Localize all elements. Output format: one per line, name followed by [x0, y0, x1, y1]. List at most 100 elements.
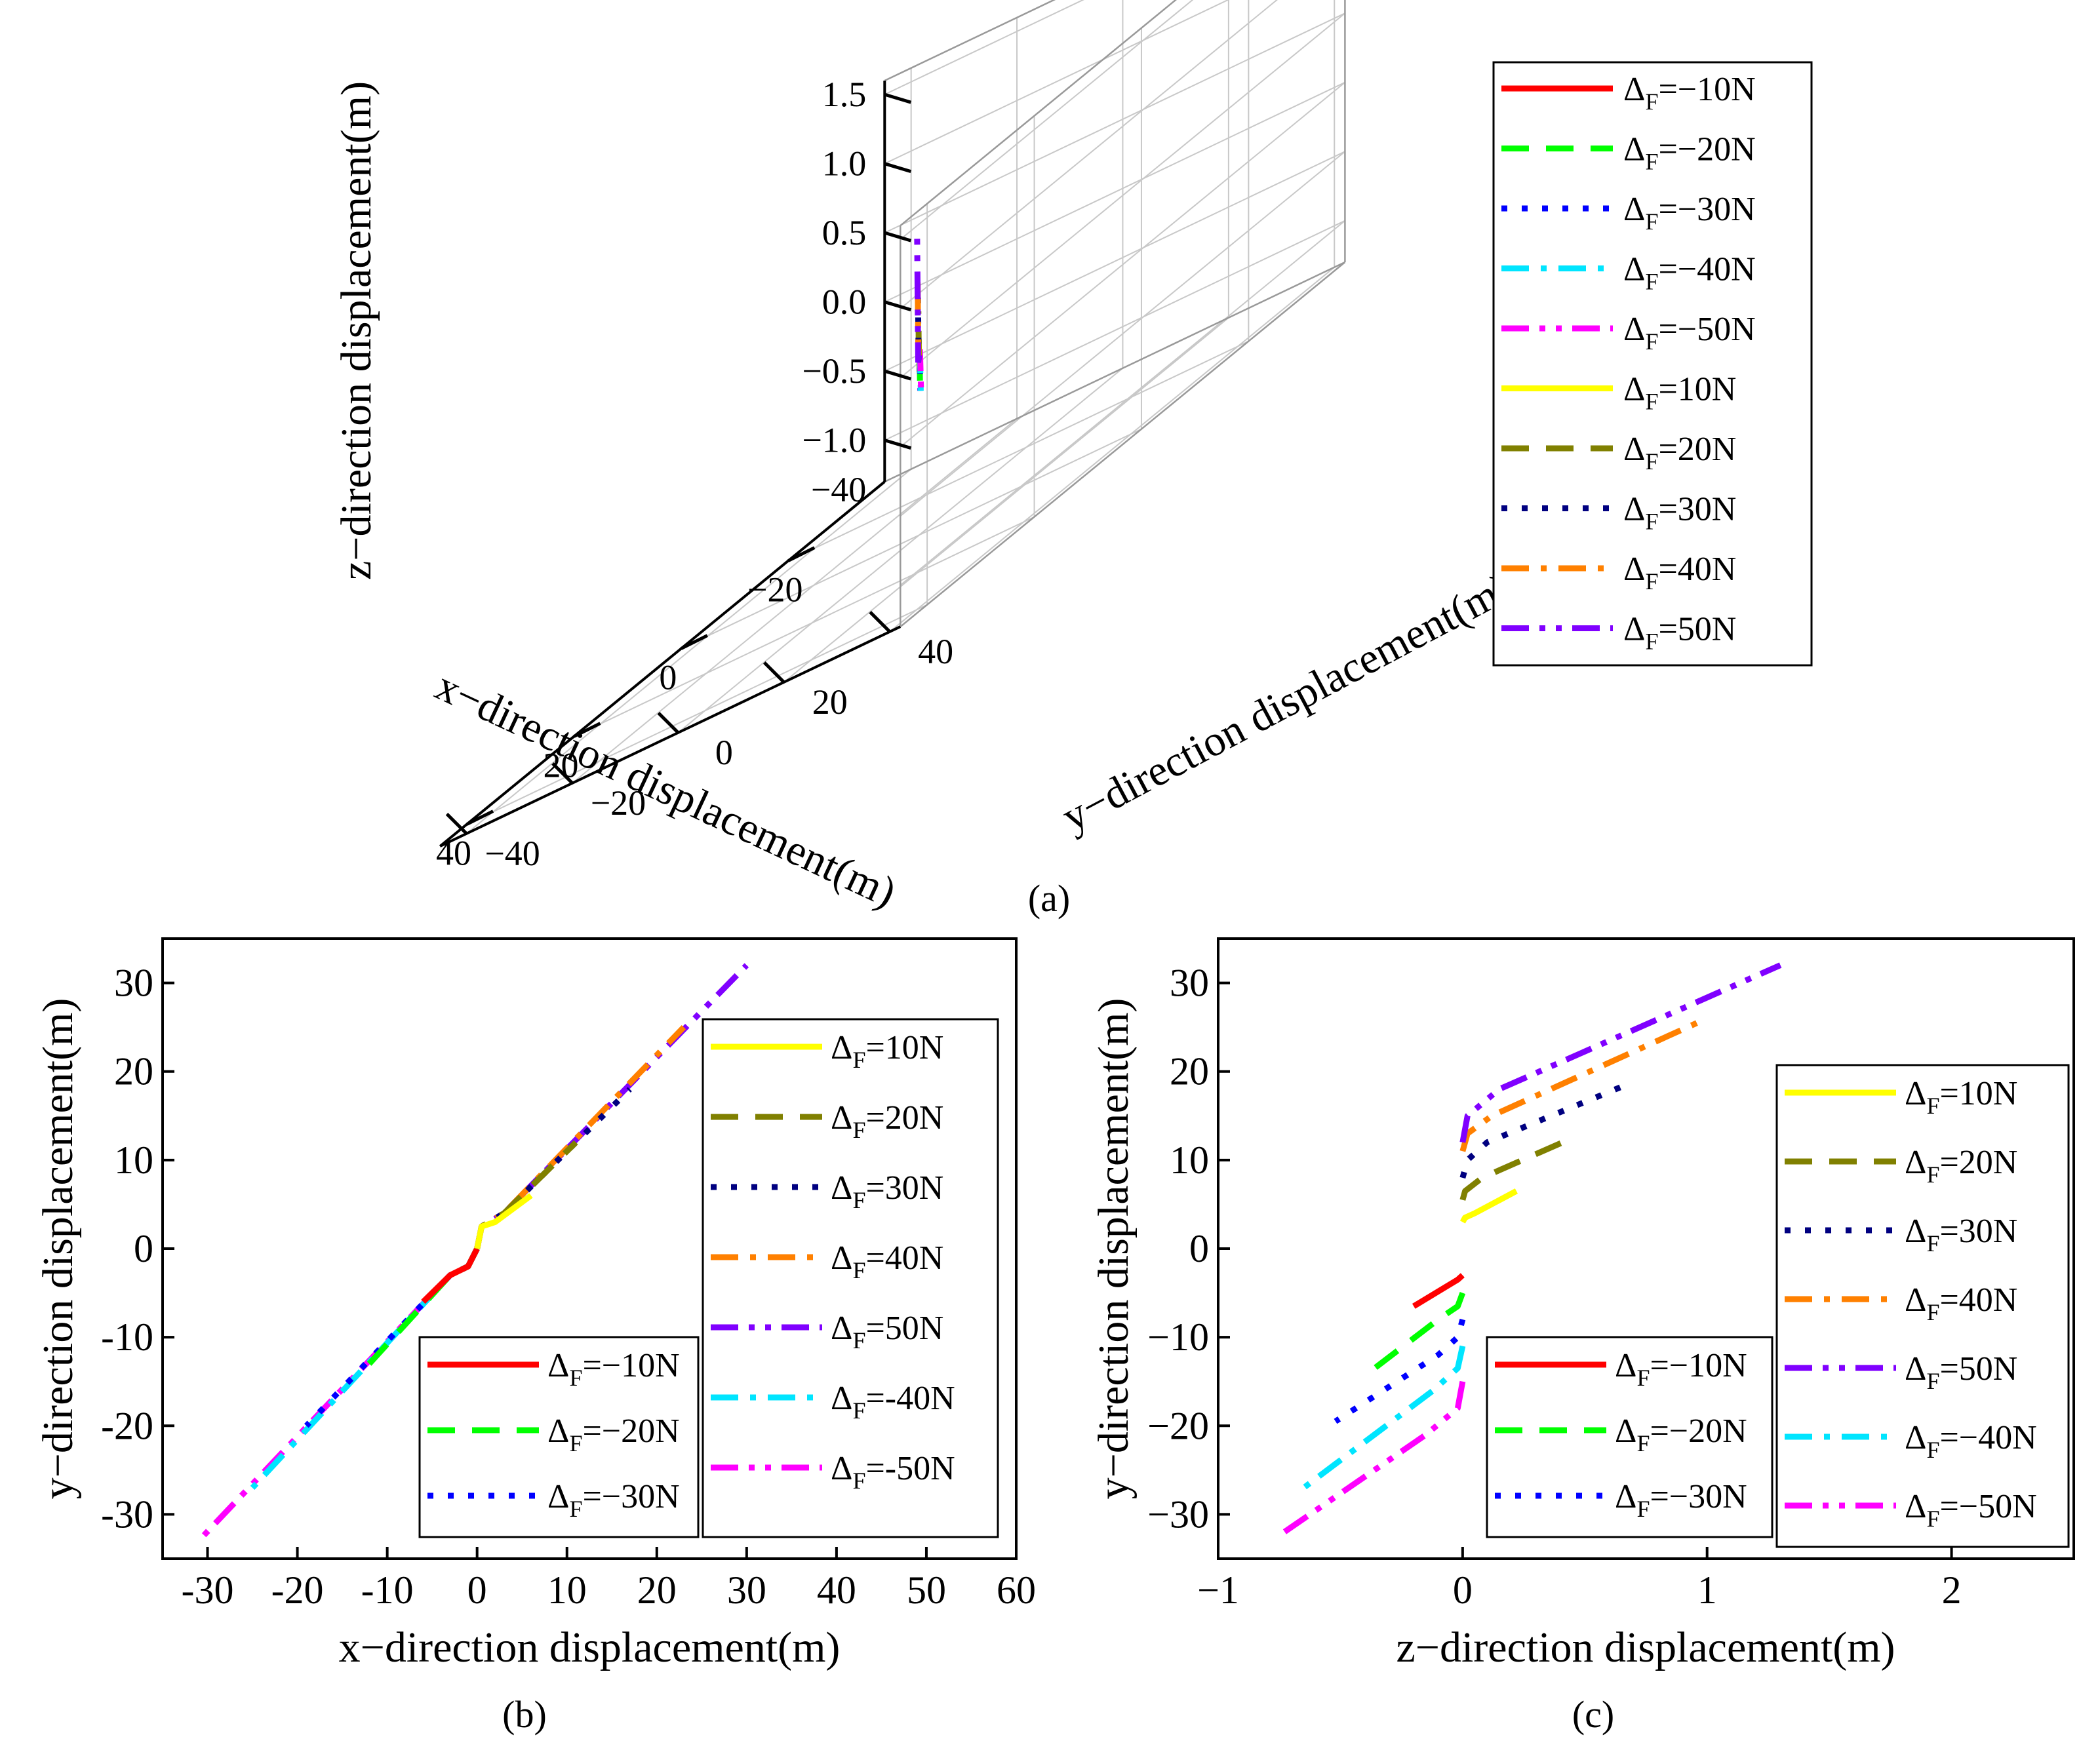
a-z-tick-label: 1.5 — [822, 75, 867, 114]
a-panel-label: (a) — [1028, 877, 1070, 920]
c-xlabel: z−direction displacement(m) — [1396, 1624, 1895, 1671]
b-series-lines — [196, 963, 749, 1544]
a-z-tick-label: −0.5 — [802, 351, 866, 391]
b-x-tick-label: 20 — [637, 1569, 677, 1612]
a-x-tick — [573, 722, 601, 738]
a-legend-box — [1492, 61, 1813, 667]
b-legend-label: ΔF=20N — [831, 1099, 943, 1143]
a-z-tick — [884, 231, 912, 243]
a-legend-label: ΔF=20N — [1623, 431, 1736, 475]
a-y-tick-label: −20 — [591, 783, 646, 823]
b-legend-box — [702, 1018, 999, 1538]
b-x-tick-label: -10 — [361, 1569, 414, 1612]
a-gridline — [466, 604, 928, 825]
a-x-tick — [466, 809, 494, 826]
c-x-tick-label: 2 — [1942, 1569, 1962, 1612]
a-legend-label: ΔF=−10N — [1623, 71, 1756, 115]
a-y-tick — [657, 712, 680, 734]
a-legend-label: ΔF=50N — [1623, 611, 1736, 655]
a-gridline — [900, 12, 1346, 379]
b-legend-label: ΔF=50N — [831, 1310, 943, 1354]
b-legend-label: ΔF=−10N — [547, 1347, 680, 1391]
c-legend-box — [1486, 1336, 1773, 1538]
a-y-tick-label: 40 — [918, 632, 953, 671]
c-series-neg30 — [1334, 1318, 1466, 1424]
b-x-tick-label: 40 — [817, 1569, 856, 1612]
b-y-tick-label: -10 — [101, 1316, 153, 1359]
c-series-pos40 — [1459, 1020, 1699, 1152]
c-ylabel: y−direction displacement(m) — [1090, 998, 1138, 1500]
c-series-neg20 — [1372, 1292, 1466, 1371]
b-series-pos10 — [474, 1193, 533, 1249]
a-gridline — [884, 12, 1345, 234]
a-zlabel: z−direction displacement(m) — [332, 81, 380, 580]
a-x-axis — [439, 480, 886, 848]
b-legend-label: ΔF=30N — [831, 1169, 943, 1213]
b-y-tick-label: 0 — [134, 1227, 153, 1270]
c-series-pos20 — [1459, 1135, 1574, 1201]
c-x-tick-label: 0 — [1453, 1569, 1473, 1612]
a-gridline — [884, 81, 1345, 303]
b-legend-label: ΔF=10N — [831, 1029, 943, 1073]
a-legend-label: ΔF=30N — [1623, 491, 1736, 535]
b-legend-label: ΔF=−30N — [547, 1478, 680, 1522]
a-z-tick — [884, 438, 912, 450]
b-series-neg10 — [421, 1247, 480, 1304]
c-legend-label: ΔF=−30N — [1615, 1478, 1747, 1522]
a-gridline — [884, 151, 1345, 372]
a-z-tick — [884, 162, 912, 174]
a-x-tick-label: 0 — [659, 658, 677, 697]
a-y-axis — [439, 625, 901, 848]
a-gridline — [884, 0, 1084, 96]
a-legend-label: ΔF=10N — [1623, 371, 1736, 415]
a-frame-edge — [900, 262, 1346, 628]
b-series-pos30 — [474, 1087, 632, 1249]
c-series-lines — [1282, 962, 1782, 1535]
b-x-tick-label: 0 — [467, 1569, 487, 1612]
a-gridline — [884, 0, 1229, 165]
a-frame-edge — [884, 261, 1345, 483]
a-frame-edge — [884, 0, 1056, 82]
c-y-tick-label: 0 — [1189, 1227, 1209, 1270]
c-legend-label: ΔF=−40N — [1905, 1419, 2037, 1463]
c-legend-label: ΔF=20N — [1905, 1144, 2017, 1188]
a-legend-label: ΔF=40N — [1623, 551, 1736, 594]
a-ylabel: y−direction displacement(m) — [1054, 564, 1520, 842]
b-legend-label: ΔF=−20N — [547, 1413, 680, 1456]
a-z-bottom-label: −40 — [811, 470, 866, 509]
a-gridline — [681, 428, 1142, 650]
a-z-tick — [884, 300, 912, 312]
a-z-tick-label: 0.5 — [822, 213, 867, 252]
a-gridline — [900, 0, 1278, 309]
a-y-tick — [869, 611, 891, 633]
b-xlabel: x−direction displacement(m) — [339, 1624, 841, 1671]
b-legend-box — [418, 1336, 700, 1538]
a-frame-edge — [900, 0, 1177, 227]
c-y-tick-label: 10 — [1170, 1139, 1209, 1182]
c-legend-label: ΔF=10N — [1905, 1075, 2017, 1119]
c-legend-label: ΔF=−10N — [1615, 1347, 1747, 1391]
a-y-tick — [763, 661, 785, 684]
c-legend-label: ΔF=40N — [1905, 1281, 2017, 1325]
c-panel-label: (c) — [1572, 1693, 1614, 1736]
c-y-tick-label: −20 — [1147, 1404, 1209, 1447]
a-y-tick-label: 0 — [715, 733, 733, 772]
panel-a-3d-plot: −20 0 20 40 −40 −20 0 20 40 −1.0 −0.5 0.0 0.5 1.0 1.5 −… — [332, 0, 1813, 920]
a-z-tick-label: −1.0 — [802, 421, 866, 460]
b-y-tick-label: 20 — [114, 1050, 153, 1093]
a-legend-label: ΔF=−40N — [1623, 251, 1756, 295]
c-series-neg50 — [1282, 1380, 1466, 1535]
a-gridline — [900, 151, 1346, 517]
panel-b-plot: -30 -20 -10 0 10 20 30 40 50 60 -30 -20 -10 0 10 20 30 x… — [34, 937, 1036, 1736]
b-y-tick-label: 30 — [114, 962, 153, 1005]
c-legend-label: ΔF=30N — [1905, 1213, 2017, 1257]
c-series-pos50 — [1459, 962, 1782, 1143]
a-legend: ΔF=−10N ΔF=−20N ΔF=−30N ΔF=−40N ΔF=−50N ΔF=10… — [1492, 61, 1813, 667]
a-x-tick-label: 20 — [543, 746, 578, 785]
b-ylabel: y−direction displacement(m) — [34, 998, 82, 1500]
a-series-pos50 — [914, 235, 922, 363]
b-panel-label: (b) — [502, 1693, 547, 1736]
